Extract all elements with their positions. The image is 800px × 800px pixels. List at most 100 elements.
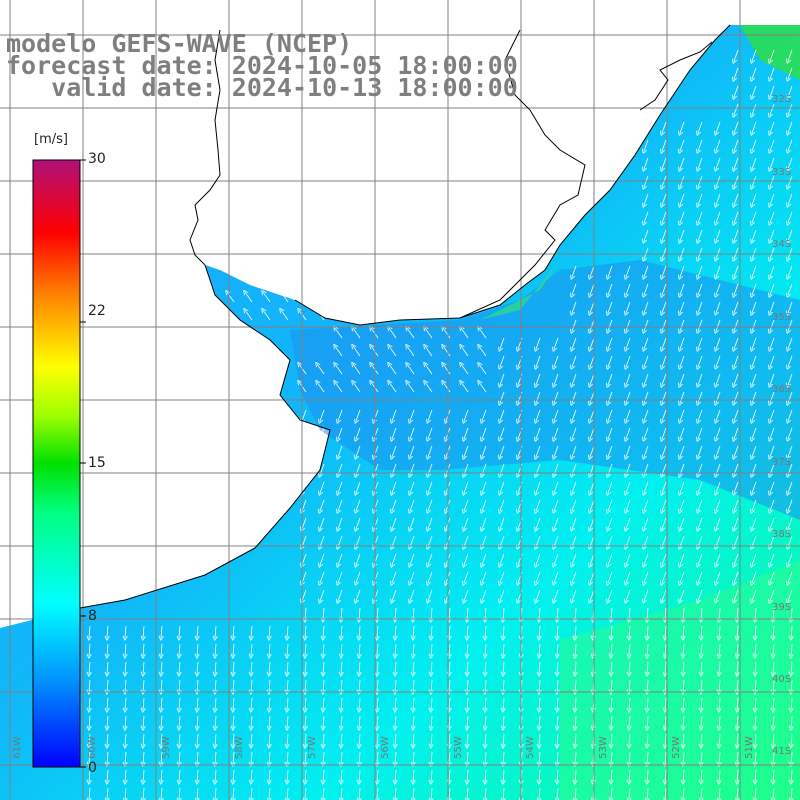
wind-arrow [752,301,757,313]
wind-arrow [734,427,739,439]
wind-arrow [125,697,126,710]
wind-arrow [395,625,396,638]
wind-arrow [626,499,631,511]
wind-arrow [665,697,666,710]
wind-arrow [608,283,613,295]
wind-arrow [353,346,361,357]
wind-arrow [359,733,360,746]
wind-arrow [107,661,108,674]
wind-arrow [428,445,433,457]
wind-arrow [197,733,198,746]
wind-arrow [701,679,702,692]
wind-arrow [755,751,756,764]
wind-arrow [392,535,397,547]
wind-arrow [752,139,757,151]
wind-arrow [407,364,415,375]
wind-arrow [449,679,450,692]
wind-arrow [554,571,559,583]
wind-arrow [407,382,415,393]
wind-arrow [410,481,415,493]
wind-arrow [698,373,703,385]
wind-arrow [428,553,433,565]
wind-arrow [359,679,360,692]
wind-arrow [269,769,270,782]
wind-arrow [644,571,649,583]
wind-arrow [773,751,774,764]
wind-arrow [716,283,721,295]
wind-arrow [680,265,685,277]
lon-label: 53W [597,736,609,759]
wind-arrow [644,445,649,457]
wind-vectors [89,49,793,800]
wind-arrow [788,517,793,529]
wind-arrow [392,445,397,457]
wind-arrow [557,697,558,710]
wind-arrow [791,769,792,782]
wind-arrow [503,625,504,638]
wind-arrow [644,121,649,133]
wind-arrow [719,679,720,692]
wind-arrow [197,751,198,764]
wind-arrow [536,535,541,547]
wind-arrow [302,409,307,421]
wind-arrow [395,607,396,620]
wind-arrow [683,625,684,638]
wind-arrow [716,175,721,187]
wind-arrow [770,103,775,115]
wind-arrow [752,283,757,295]
wind-arrow [125,787,126,800]
wind-arrow [410,571,415,583]
wind-arrow [557,625,558,638]
wind-arrow [719,643,720,656]
wind-arrow [125,715,126,728]
wind-arrow [305,625,306,638]
wind-arrow [608,265,613,277]
wind-arrow [197,769,198,782]
lon-label: 56W [379,736,391,759]
wind-arrow [680,571,685,583]
wind-arrow [107,733,108,746]
wind-arrow [143,787,144,800]
wind-arrow [644,319,649,331]
wind-arrow [698,211,703,223]
wind-arrow [626,571,631,583]
wind-arrow [752,553,757,565]
wind-arrow [299,382,307,393]
wind-arrow [572,445,577,457]
wind-arrow [590,553,595,565]
wind-arrow [719,769,720,782]
wind-arrow [737,733,738,746]
wind-arrow [647,697,648,710]
wind-arrow [680,283,685,295]
wind-arrow [698,355,703,367]
wind-arrow [770,67,775,79]
wind-arrow [752,445,757,457]
wind-arrow [539,715,540,728]
wind-arrow [395,769,396,782]
wind-arrow [611,697,612,710]
wind-arrow [356,481,361,493]
wind-arrow [755,625,756,638]
wind-arrow [554,409,559,421]
wind-arrow [662,355,667,367]
wind-arrow [302,589,307,601]
wind-arrow [89,733,90,746]
wind-arrow [716,391,721,403]
wind-arrow [377,607,378,620]
wind-arrow [752,49,757,61]
wind-arrow [539,787,540,800]
wind-arrow [395,661,396,674]
wind-arrow [791,625,792,638]
wind-arrow [788,193,793,205]
wind-arrow [389,364,397,375]
wind-arrow [467,661,468,674]
wind-arrow [107,751,108,764]
wind-arrow [719,625,720,638]
wind-arrow [572,517,577,529]
wind-arrow [737,715,738,728]
wind-arrow [269,625,270,638]
wind-arrow [125,625,126,638]
wind-arrow [485,607,486,620]
wind-arrow [233,625,234,638]
wind-arrow [788,265,793,277]
